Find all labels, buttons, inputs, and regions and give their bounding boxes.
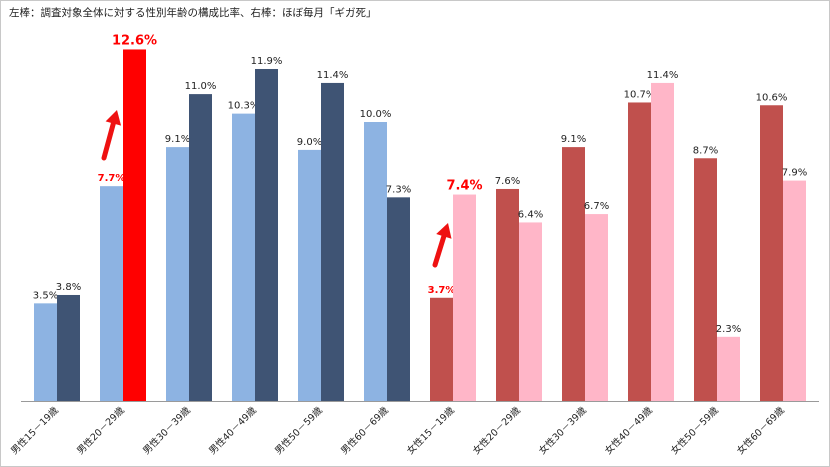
bar: [519, 222, 542, 401]
x-tick-label: 女性60－69歳: [734, 404, 787, 457]
annotation-arrow-shaft: [101, 121, 116, 161]
data-label: 6.7%: [584, 201, 609, 212]
data-label: 2.3%: [716, 324, 741, 335]
bar: [651, 82, 674, 401]
bar: [694, 158, 717, 401]
x-tick-label: 男性30－39歳: [140, 404, 193, 457]
x-tick-label: 女性30－39歳: [536, 404, 589, 457]
x-tick-label: 女性20－29歳: [470, 404, 523, 457]
annotation-arrow-head: [105, 110, 122, 126]
bar: [100, 186, 123, 401]
x-tick-label: 男性50－59歳: [272, 404, 325, 457]
data-label: 11.9%: [251, 56, 283, 67]
data-label: 7.6%: [495, 176, 520, 187]
bar: [760, 105, 783, 401]
data-label: 11.4%: [317, 70, 349, 81]
data-label: 3.8%: [56, 282, 81, 293]
bar: [430, 297, 453, 401]
data-label: 7.4%: [446, 179, 482, 194]
bar: [496, 188, 519, 401]
data-label: 9.1%: [561, 134, 586, 145]
data-label: 11.0%: [185, 81, 217, 92]
data-label: 3.7%: [428, 285, 456, 296]
data-label: 10.3%: [228, 101, 260, 112]
data-label: 8.7%: [693, 145, 718, 156]
data-label: 7.3%: [386, 184, 411, 195]
bar: [783, 180, 806, 401]
data-label: 9.0%: [297, 137, 322, 148]
x-tick-label: 女性15－19歳: [404, 404, 457, 457]
bar: [387, 197, 410, 401]
bar: [585, 214, 608, 401]
bar: [255, 68, 278, 402]
bar: [298, 149, 321, 401]
data-label: 7.7%: [98, 173, 126, 184]
data-label: 12.6%: [112, 33, 157, 48]
annotation-arrow-head: [436, 223, 452, 239]
x-tick-label: 男性20－29歳: [74, 404, 127, 457]
data-label: 6.4%: [518, 209, 543, 220]
x-tick-label: 女性40－49歳: [602, 404, 655, 457]
bar: [364, 122, 387, 401]
bar: [562, 147, 585, 401]
data-label: 10.0%: [360, 109, 392, 120]
bar: [628, 102, 651, 401]
bar: [189, 94, 212, 401]
x-tick-label: 男性15－19歳: [8, 404, 61, 457]
chart-title: 左棒：調査対象全体に対する性別年齢の構成比率、右棒：ほぼ毎月「ギガ死」: [9, 7, 377, 19]
bar: [717, 336, 740, 401]
bar: [34, 303, 57, 401]
x-tick-label: 女性50－59歳: [668, 404, 721, 457]
bar: [123, 49, 146, 402]
bar: [453, 194, 476, 401]
data-label: 11.4%: [647, 70, 679, 81]
bar: [232, 113, 255, 401]
x-tick-label: 男性60－69歳: [338, 404, 391, 457]
data-label: 10.6%: [756, 92, 788, 103]
bar: [57, 294, 80, 401]
bar: [166, 147, 189, 401]
data-label: 3.5%: [33, 290, 58, 301]
data-label: 10.7%: [624, 89, 656, 100]
bar: [321, 82, 344, 401]
annotation-arrow-shaft: [432, 233, 447, 268]
data-label: 7.9%: [782, 168, 807, 179]
data-label: 9.1%: [165, 134, 190, 145]
x-tick-label: 男性40－49歳: [206, 404, 259, 457]
